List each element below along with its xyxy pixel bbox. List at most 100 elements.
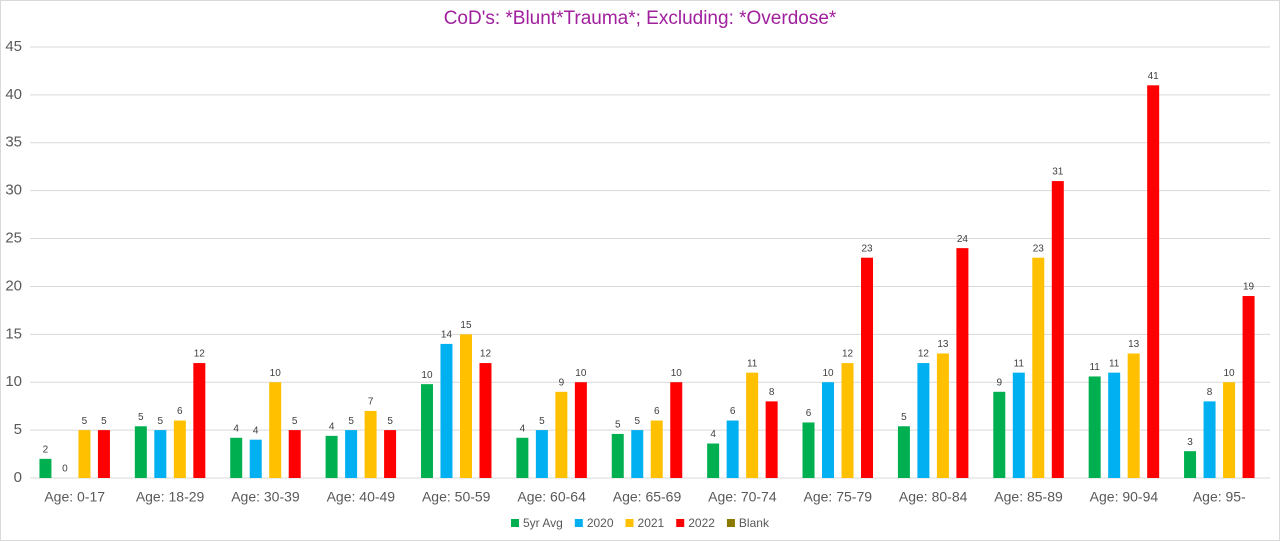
bar: [1147, 85, 1160, 479]
x-tick-label: Age: 75-79: [804, 489, 873, 505]
bar: [897, 426, 910, 478]
bar: [1223, 382, 1236, 478]
value-label: 0: [62, 464, 68, 475]
legend-label: 2021: [638, 516, 665, 530]
value-label: 5: [138, 412, 144, 423]
bar: [384, 430, 397, 478]
bar: [841, 363, 854, 478]
bar: [1184, 451, 1197, 478]
value-label: 7: [368, 397, 374, 408]
value-label: 6: [177, 406, 183, 417]
bar: [650, 420, 663, 478]
bar: [956, 248, 969, 478]
bar: [154, 430, 167, 478]
value-label: 4: [710, 429, 716, 440]
legend-swatch: [511, 519, 519, 527]
value-label: 4: [253, 425, 259, 436]
value-label: 8: [769, 387, 775, 398]
bar: [1051, 181, 1064, 479]
bar: [746, 372, 759, 478]
bar: [269, 382, 282, 478]
bar: [1088, 376, 1101, 478]
bar: [193, 363, 206, 478]
bar: [707, 443, 720, 478]
bar: [535, 430, 548, 478]
bar: [1127, 353, 1140, 478]
value-label: 3: [1187, 437, 1193, 448]
y-tick-label: 5: [14, 421, 22, 438]
bar: [78, 430, 91, 478]
bar: [611, 433, 624, 478]
value-label: 13: [1128, 339, 1140, 350]
value-label: 10: [575, 368, 587, 379]
value-label: 31: [1052, 167, 1064, 178]
x-tick-label: Age: 0-17: [44, 489, 105, 505]
bar: [993, 391, 1006, 478]
value-label: 10: [421, 370, 433, 381]
y-tick-label: 0: [14, 469, 22, 486]
value-label: 41: [1148, 71, 1160, 82]
bar: [345, 430, 358, 478]
chart-title: CoD's: *Blunt*Trauma*; Excluding: *Overd…: [444, 8, 837, 29]
value-label: 23: [861, 243, 873, 254]
x-tick-label: Age: 80-84: [899, 489, 968, 505]
value-label: 23: [1033, 243, 1045, 254]
legend-label: Blank: [739, 516, 770, 530]
value-label: 9: [559, 377, 565, 388]
x-tick-label: Age: 85-89: [994, 489, 1063, 505]
value-label: 5: [348, 416, 354, 427]
value-label: 6: [806, 408, 812, 419]
value-label: 8: [1207, 387, 1213, 398]
y-tick-label: 10: [5, 373, 22, 390]
bar: [249, 439, 262, 478]
value-label: 10: [822, 368, 834, 379]
bar: [325, 435, 338, 478]
bar: [134, 426, 147, 478]
value-label: 14: [441, 330, 453, 341]
value-label: 24: [957, 234, 969, 245]
value-label: 11: [1014, 358, 1025, 369]
y-tick-label: 30: [5, 182, 22, 199]
bar: [861, 257, 874, 478]
value-label: 4: [329, 421, 335, 432]
bar: [917, 363, 930, 478]
x-tick-label: Age: 70-74: [708, 489, 777, 505]
value-label: 10: [270, 368, 282, 379]
value-label: 4: [233, 423, 239, 434]
bar: [936, 353, 949, 478]
legend-swatch: [726, 519, 735, 527]
x-tick-label: Age: 30-39: [231, 489, 300, 505]
value-label: 6: [730, 406, 736, 417]
bar: [765, 401, 778, 478]
value-label: 11: [1109, 358, 1120, 369]
x-tick-label: Age: 95-: [1193, 489, 1246, 505]
bar: [440, 343, 453, 478]
value-label: 5: [539, 416, 545, 427]
value-label: 10: [671, 368, 683, 379]
value-label: 5: [387, 416, 393, 427]
value-label: 5: [82, 416, 88, 427]
bar: [288, 430, 301, 478]
value-label: 4: [520, 423, 526, 434]
y-tick-label: 20: [5, 277, 22, 294]
x-tick-label: Age: 65-69: [613, 489, 682, 505]
bar: [364, 410, 377, 478]
bar: [726, 420, 739, 478]
bar: [39, 458, 52, 478]
value-label: 11: [747, 358, 758, 369]
value-label: 5: [101, 416, 107, 427]
bar: [479, 363, 492, 478]
y-tick-label: 45: [5, 38, 22, 55]
value-label: 12: [194, 349, 206, 360]
legend-swatch: [574, 519, 583, 527]
value-label: 12: [918, 349, 930, 360]
value-label: 5: [634, 416, 640, 427]
legend-swatch: [676, 519, 685, 527]
value-label: 2: [43, 444, 49, 455]
bar: [631, 430, 644, 478]
bar: [516, 437, 529, 478]
value-label: 11: [1089, 362, 1100, 373]
value-label: 19: [1243, 282, 1255, 293]
bar: [173, 420, 186, 478]
